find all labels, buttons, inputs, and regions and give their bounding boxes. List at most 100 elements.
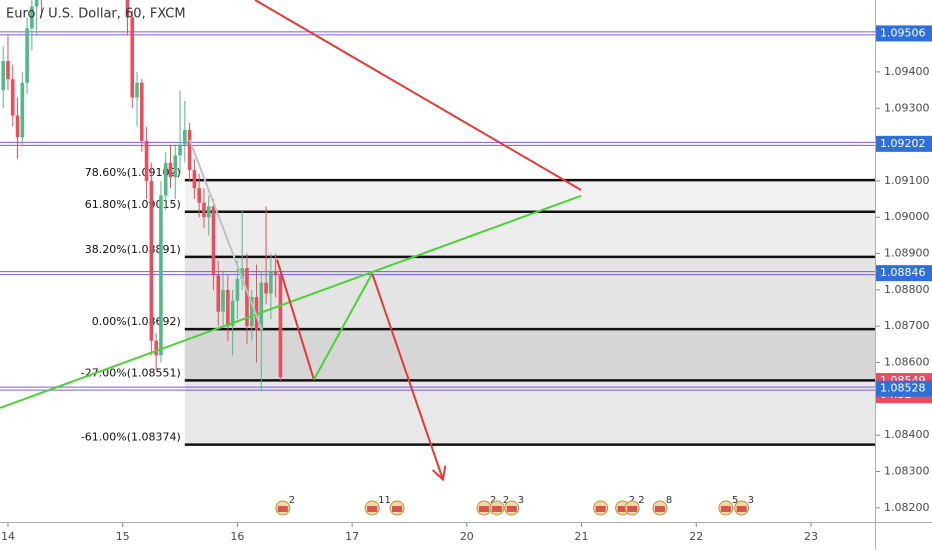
chart-title: Euro / U.S. Dollar, 60, FXCM	[6, 7, 186, 22]
event-flag	[654, 506, 665, 512]
event-count: 2	[503, 495, 509, 506]
trend-line	[276, 259, 315, 380]
y-tick-label: 1.08300	[884, 465, 930, 478]
candle-body	[30, 6, 34, 29]
event-flag	[736, 506, 747, 512]
candle-body	[240, 268, 244, 279]
level-label: 1.09202	[880, 137, 926, 150]
level-box	[876, 265, 932, 282]
event-count: 2	[289, 495, 295, 506]
y-tick-label: 1.08200	[884, 501, 930, 514]
trend-line	[254, 0, 582, 191]
event-flag	[367, 506, 378, 512]
event-flag	[617, 506, 628, 512]
candle-body	[130, 17, 135, 98]
plot-area: 78.60%(1.09102) 61.80%(1.09015) 38.20%(1.0…	[0, 0, 875, 516]
candle-body	[149, 180, 154, 341]
candle-body	[159, 195, 163, 356]
arrow-head	[431, 465, 447, 482]
candle-body	[34, 0, 39, 7]
event-count: 8	[666, 495, 672, 506]
y-tick-label: 1.08600	[884, 356, 930, 369]
y-tick-label: 1.09400	[884, 65, 930, 78]
x-tick-label: 14	[1, 530, 15, 543]
trend-line	[312, 273, 374, 381]
candle-body	[269, 271, 273, 294]
candle-body	[10, 79, 15, 116]
candle-body	[135, 82, 139, 98]
fib-band	[184, 329, 875, 381]
x-tick-label: 16	[230, 530, 244, 543]
fib-band	[184, 380, 875, 445]
fib-label: -61.00%(1.08374)	[81, 431, 181, 444]
candle-body	[216, 275, 221, 312]
event-flag	[392, 506, 403, 512]
candle-body	[259, 282, 264, 330]
event-flag	[491, 506, 502, 512]
candle-body	[197, 188, 201, 203]
level-box	[876, 380, 932, 397]
fib-label: 78.60%(1.09102)	[85, 166, 181, 179]
candle-body	[192, 170, 197, 189]
fib-label: 0.00%(1.08692)	[92, 315, 181, 328]
axes: 1.09400 1.09300 1.09100 1.09000 1.08900 1.088…	[1, 25, 932, 543]
event-flag	[720, 506, 731, 512]
fib-band	[184, 211, 875, 257]
candle-body	[235, 278, 240, 301]
candle-body	[206, 206, 211, 218]
x-tick-label: 21	[575, 530, 589, 543]
x-tick-label: 15	[116, 530, 130, 543]
y-tick-label: 1.08700	[884, 319, 930, 332]
trend-line	[188, 139, 263, 331]
event-flag	[595, 506, 606, 512]
y-tick-label: 1.09000	[884, 210, 930, 223]
candle-body	[211, 206, 216, 276]
fib-band	[184, 256, 875, 330]
candle-body	[183, 130, 187, 145]
candle-body	[264, 282, 268, 294]
candle-body	[125, 0, 130, 18]
y-tick-label: 1.08800	[884, 283, 930, 296]
candle-body	[202, 202, 206, 218]
candle-body	[249, 297, 254, 327]
event-count: 2	[490, 495, 496, 506]
candle-body	[154, 340, 158, 356]
candle-body	[187, 130, 192, 171]
trend-line	[371, 273, 444, 480]
level-box	[876, 25, 932, 42]
y-tick-label: 1.08400	[884, 428, 930, 441]
level-label: 1.08528	[880, 382, 926, 395]
event-flag	[627, 506, 638, 512]
candle-body	[230, 300, 235, 327]
x-tick-label: 23	[804, 530, 818, 543]
candle-body	[163, 162, 168, 196]
y-tick-label: 1.08900	[884, 247, 930, 260]
level-label: 1.09506	[880, 26, 926, 39]
x-tick-label: 17	[345, 530, 359, 543]
candle-body	[245, 268, 249, 327]
candle-body	[226, 289, 230, 327]
event-count: 2	[638, 495, 644, 506]
y-tick-label: 1.09100	[884, 174, 930, 187]
x-tick-label: 20	[460, 530, 474, 543]
candle-body	[1, 61, 6, 91]
event-count: 11	[378, 495, 391, 506]
event-count: 3	[518, 495, 524, 506]
fib-label: 38.20%(1.08891)	[85, 243, 181, 256]
fib-label: 61.80%(1.09015)	[85, 198, 181, 211]
candle-body	[178, 144, 182, 156]
x-tick-label: 22	[689, 530, 703, 543]
candle-body	[140, 82, 144, 141]
event-flag	[479, 506, 490, 512]
event-flag	[506, 506, 517, 512]
candle-body	[221, 289, 225, 312]
candle-body	[144, 140, 149, 181]
event-count: 2	[629, 495, 635, 506]
candle-body	[6, 61, 10, 80]
level-box	[876, 135, 932, 152]
candle-body	[173, 155, 178, 178]
event-count: 5	[732, 495, 738, 506]
candle-body	[20, 82, 25, 138]
fib-band	[184, 180, 875, 212]
